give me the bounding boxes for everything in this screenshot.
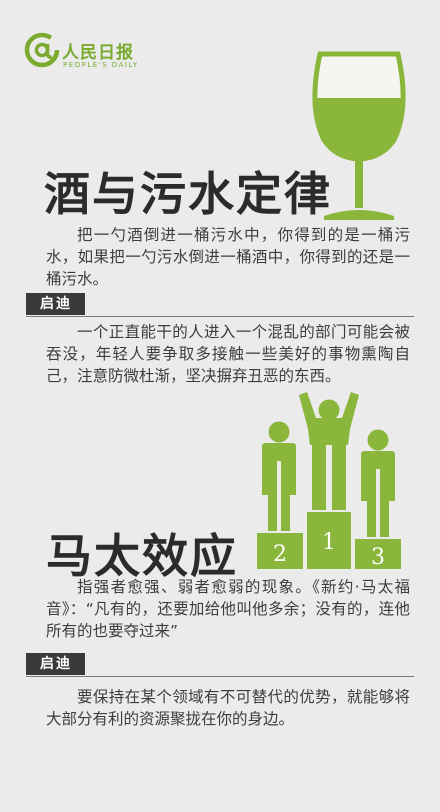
at-symbol-icon	[24, 32, 60, 68]
rank-2-label: 2	[273, 542, 287, 567]
wine-glass-icon	[312, 51, 406, 220]
title-matthew-effect: 马太效应	[46, 529, 238, 583]
person-icon	[262, 421, 296, 531]
wine-sewage-insight: 一个正直能干的人进入一个混乱的部门可能会被吞没，年轻人要争取多接触一些美好的事物…	[46, 323, 410, 385]
podium-icon: 2 1 3	[257, 392, 401, 570]
rank-1-label: 1	[322, 530, 336, 555]
rank-3-label: 3	[371, 545, 385, 570]
tag-divider	[26, 316, 414, 317]
title-wine-sewage-law: 酒与污水定律	[44, 167, 332, 221]
logo-subtitle: PEOPLE'S DAILY	[63, 61, 139, 69]
wine-sewage-description: 把一勺酒倒进一桶污水中，你得到的是一桶污水，如果把一勺污水倒进一桶酒中，你得到的…	[46, 226, 410, 288]
insight-tag: 启迪	[26, 653, 85, 675]
person-icon	[299, 392, 359, 510]
matthew-effect-description: 指强者愈强、弱者愈弱的现象。《新约·马太福音》：“凡有的，还要加给他叫他多余；没…	[46, 578, 410, 640]
people-daily-logo: 人民日报 PEOPLE'S DAILY	[22, 30, 172, 78]
person-icon	[361, 429, 395, 537]
insight-tag: 启迪	[26, 293, 85, 315]
matthew-effect-insight: 要保持在某个领域有不可替代的优势，就能够将大部分有利的资源聚拢在你的身边。	[46, 688, 410, 728]
logo-name: 人民日报	[62, 43, 134, 63]
tag-divider	[26, 676, 414, 677]
